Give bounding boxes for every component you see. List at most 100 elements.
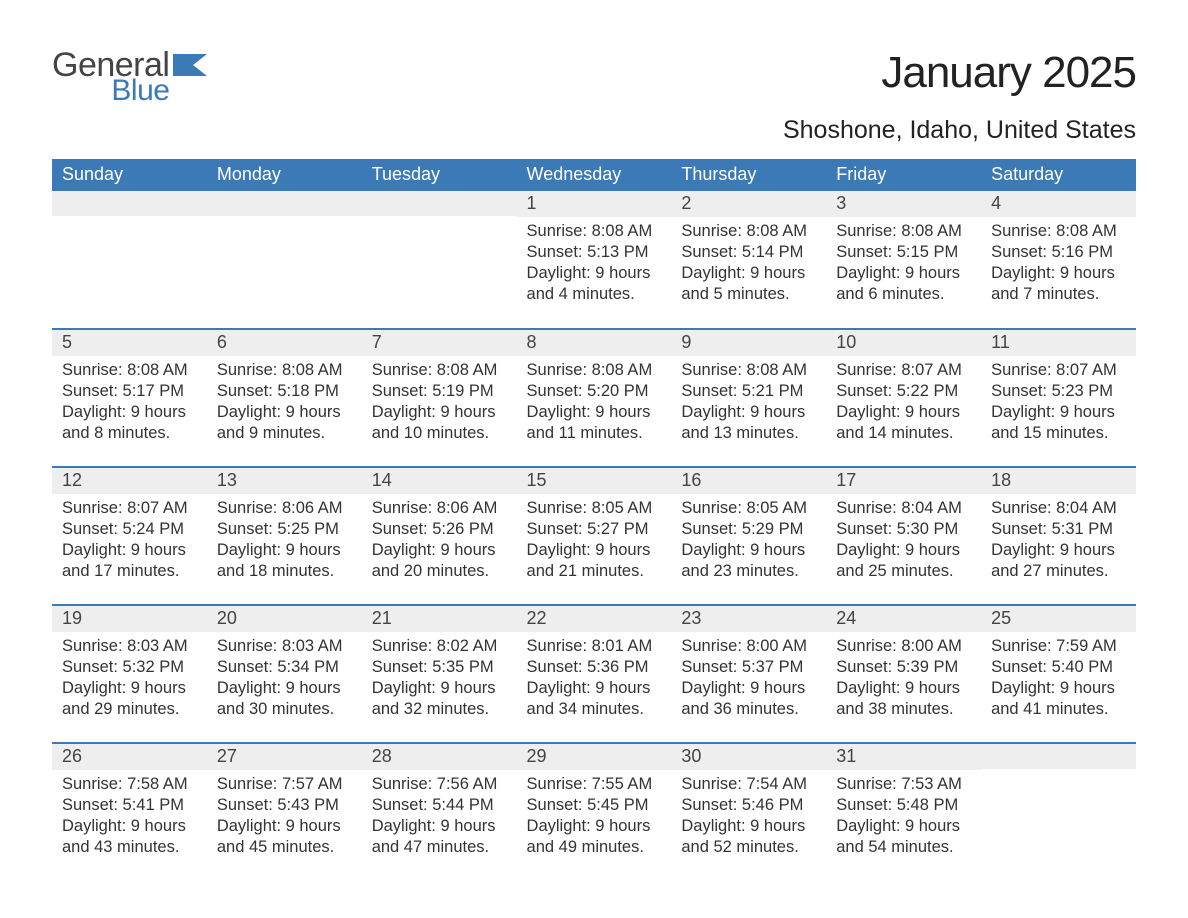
sunrise-line: Sunrise: 8:04 AM [991, 498, 1126, 519]
sunset-line: Sunset: 5:22 PM [836, 381, 971, 402]
daylight-line: Daylight: 9 hours and 52 minutes. [681, 816, 816, 858]
day-number: 19 [52, 606, 207, 632]
calendar-cell: 19Sunrise: 8:03 AMSunset: 5:32 PMDayligh… [52, 605, 207, 743]
calendar-week: 5Sunrise: 8:08 AMSunset: 5:17 PMDaylight… [52, 329, 1136, 467]
calendar-table: SundayMondayTuesdayWednesdayThursdayFrid… [52, 159, 1136, 881]
sunrise-line: Sunrise: 8:05 AM [681, 498, 816, 519]
sunrise-line: Sunrise: 8:04 AM [836, 498, 971, 519]
month-title: January 2025 [783, 48, 1136, 98]
calendar-cell: 12Sunrise: 8:07 AMSunset: 5:24 PMDayligh… [52, 467, 207, 605]
calendar-cell: 20Sunrise: 8:03 AMSunset: 5:34 PMDayligh… [207, 605, 362, 743]
day-body: Sunrise: 8:08 AMSunset: 5:14 PMDaylight:… [671, 217, 826, 305]
day-number: 8 [517, 330, 672, 356]
day-number: 13 [207, 468, 362, 494]
sunrise-line: Sunrise: 8:08 AM [991, 221, 1126, 242]
daylight-line: Daylight: 9 hours and 7 minutes. [991, 263, 1126, 305]
calendar-cell: 29Sunrise: 7:55 AMSunset: 5:45 PMDayligh… [517, 743, 672, 881]
day-body: Sunrise: 8:05 AMSunset: 5:29 PMDaylight:… [671, 494, 826, 582]
day-number: 21 [362, 606, 517, 632]
sunset-line: Sunset: 5:34 PM [217, 657, 352, 678]
calendar-cell: 24Sunrise: 8:00 AMSunset: 5:39 PMDayligh… [826, 605, 981, 743]
day-number: 18 [981, 468, 1136, 494]
day-body: Sunrise: 8:08 AMSunset: 5:15 PMDaylight:… [826, 217, 981, 305]
daylight-line: Daylight: 9 hours and 47 minutes. [372, 816, 507, 858]
day-header: Sunday [52, 159, 207, 191]
day-body: Sunrise: 8:07 AMSunset: 5:22 PMDaylight:… [826, 356, 981, 444]
sunrise-line: Sunrise: 8:08 AM [372, 360, 507, 381]
calendar-cell: 13Sunrise: 8:06 AMSunset: 5:25 PMDayligh… [207, 467, 362, 605]
day-body: Sunrise: 8:07 AMSunset: 5:23 PMDaylight:… [981, 356, 1136, 444]
sunset-line: Sunset: 5:44 PM [372, 795, 507, 816]
day-body: Sunrise: 8:00 AMSunset: 5:39 PMDaylight:… [826, 632, 981, 720]
daylight-line: Daylight: 9 hours and 23 minutes. [681, 540, 816, 582]
calendar-cell [207, 191, 362, 329]
sunset-line: Sunset: 5:17 PM [62, 381, 197, 402]
day-body: Sunrise: 8:07 AMSunset: 5:24 PMDaylight:… [52, 494, 207, 582]
daylight-line: Daylight: 9 hours and 36 minutes. [681, 678, 816, 720]
day-body: Sunrise: 8:08 AMSunset: 5:19 PMDaylight:… [362, 356, 517, 444]
daylight-line: Daylight: 9 hours and 14 minutes. [836, 402, 971, 444]
daylight-line: Daylight: 9 hours and 11 minutes. [527, 402, 662, 444]
day-body: Sunrise: 8:08 AMSunset: 5:18 PMDaylight:… [207, 356, 362, 444]
day-number [981, 744, 1136, 769]
sunset-line: Sunset: 5:43 PM [217, 795, 352, 816]
calendar-body: 1Sunrise: 8:08 AMSunset: 5:13 PMDaylight… [52, 191, 1136, 881]
sunset-line: Sunset: 5:48 PM [836, 795, 971, 816]
calendar-cell: 23Sunrise: 8:00 AMSunset: 5:37 PMDayligh… [671, 605, 826, 743]
calendar-week: 12Sunrise: 8:07 AMSunset: 5:24 PMDayligh… [52, 467, 1136, 605]
calendar-cell: 22Sunrise: 8:01 AMSunset: 5:36 PMDayligh… [517, 605, 672, 743]
calendar-cell: 10Sunrise: 8:07 AMSunset: 5:22 PMDayligh… [826, 329, 981, 467]
calendar-cell [52, 191, 207, 329]
sunrise-line: Sunrise: 7:58 AM [62, 774, 197, 795]
day-number: 31 [826, 744, 981, 770]
calendar-cell: 2Sunrise: 8:08 AMSunset: 5:14 PMDaylight… [671, 191, 826, 329]
calendar-cell: 25Sunrise: 7:59 AMSunset: 5:40 PMDayligh… [981, 605, 1136, 743]
daylight-line: Daylight: 9 hours and 6 minutes. [836, 263, 971, 305]
calendar-cell: 7Sunrise: 8:08 AMSunset: 5:19 PMDaylight… [362, 329, 517, 467]
day-number: 2 [671, 191, 826, 217]
sunrise-line: Sunrise: 8:08 AM [681, 221, 816, 242]
sunset-line: Sunset: 5:27 PM [527, 519, 662, 540]
daylight-line: Daylight: 9 hours and 18 minutes. [217, 540, 352, 582]
calendar-cell: 31Sunrise: 7:53 AMSunset: 5:48 PMDayligh… [826, 743, 981, 881]
daylight-line: Daylight: 9 hours and 9 minutes. [217, 402, 352, 444]
daylight-line: Daylight: 9 hours and 49 minutes. [527, 816, 662, 858]
calendar-cell: 3Sunrise: 8:08 AMSunset: 5:15 PMDaylight… [826, 191, 981, 329]
day-number: 1 [517, 191, 672, 217]
day-body: Sunrise: 7:58 AMSunset: 5:41 PMDaylight:… [52, 770, 207, 858]
sunrise-line: Sunrise: 8:00 AM [836, 636, 971, 657]
daylight-line: Daylight: 9 hours and 43 minutes. [62, 816, 197, 858]
day-body: Sunrise: 7:55 AMSunset: 5:45 PMDaylight:… [517, 770, 672, 858]
day-number: 20 [207, 606, 362, 632]
day-body: Sunrise: 8:08 AMSunset: 5:21 PMDaylight:… [671, 356, 826, 444]
sunset-line: Sunset: 5:18 PM [217, 381, 352, 402]
daylight-line: Daylight: 9 hours and 15 minutes. [991, 402, 1126, 444]
daylight-line: Daylight: 9 hours and 29 minutes. [62, 678, 197, 720]
calendar-cell: 15Sunrise: 8:05 AMSunset: 5:27 PMDayligh… [517, 467, 672, 605]
day-body: Sunrise: 7:56 AMSunset: 5:44 PMDaylight:… [362, 770, 517, 858]
daylight-line: Daylight: 9 hours and 10 minutes. [372, 402, 507, 444]
daylight-line: Daylight: 9 hours and 5 minutes. [681, 263, 816, 305]
sunrise-line: Sunrise: 8:06 AM [372, 498, 507, 519]
day-number: 24 [826, 606, 981, 632]
day-number: 17 [826, 468, 981, 494]
logo-text: General Blue [52, 48, 169, 106]
calendar-cell: 6Sunrise: 8:08 AMSunset: 5:18 PMDaylight… [207, 329, 362, 467]
sunrise-line: Sunrise: 8:02 AM [372, 636, 507, 657]
day-header: Thursday [671, 159, 826, 191]
day-body: Sunrise: 8:06 AMSunset: 5:25 PMDaylight:… [207, 494, 362, 582]
sunrise-line: Sunrise: 7:59 AM [991, 636, 1126, 657]
sunset-line: Sunset: 5:25 PM [217, 519, 352, 540]
day-number: 6 [207, 330, 362, 356]
day-body: Sunrise: 7:59 AMSunset: 5:40 PMDaylight:… [981, 632, 1136, 720]
sunrise-line: Sunrise: 8:05 AM [527, 498, 662, 519]
day-number [362, 191, 517, 216]
day-body: Sunrise: 7:57 AMSunset: 5:43 PMDaylight:… [207, 770, 362, 858]
calendar-cell: 27Sunrise: 7:57 AMSunset: 5:43 PMDayligh… [207, 743, 362, 881]
daylight-line: Daylight: 9 hours and 54 minutes. [836, 816, 971, 858]
sunset-line: Sunset: 5:35 PM [372, 657, 507, 678]
daylight-line: Daylight: 9 hours and 34 minutes. [527, 678, 662, 720]
sunset-line: Sunset: 5:31 PM [991, 519, 1126, 540]
sunset-line: Sunset: 5:32 PM [62, 657, 197, 678]
sunset-line: Sunset: 5:21 PM [681, 381, 816, 402]
